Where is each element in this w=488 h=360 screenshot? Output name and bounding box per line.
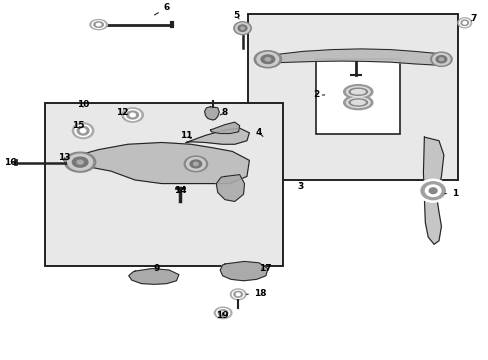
Ellipse shape xyxy=(462,22,466,24)
Ellipse shape xyxy=(235,23,249,33)
Ellipse shape xyxy=(67,154,92,170)
Ellipse shape xyxy=(343,85,372,99)
Ellipse shape xyxy=(77,126,89,135)
Ellipse shape xyxy=(122,108,143,122)
Ellipse shape xyxy=(72,123,94,139)
Ellipse shape xyxy=(96,23,101,26)
Ellipse shape xyxy=(240,27,244,30)
Text: 17: 17 xyxy=(258,264,271,273)
Text: 14: 14 xyxy=(174,185,186,194)
Ellipse shape xyxy=(233,291,242,297)
Polygon shape xyxy=(128,269,179,284)
Bar xyxy=(45,103,283,266)
Ellipse shape xyxy=(435,56,446,63)
Ellipse shape xyxy=(214,307,231,319)
Text: 13: 13 xyxy=(58,153,71,162)
Circle shape xyxy=(417,179,448,202)
Ellipse shape xyxy=(236,293,240,296)
Ellipse shape xyxy=(438,58,443,61)
Ellipse shape xyxy=(343,95,372,110)
Text: 18: 18 xyxy=(246,289,266,298)
Ellipse shape xyxy=(459,19,469,27)
Ellipse shape xyxy=(190,160,201,168)
Text: 9: 9 xyxy=(154,264,160,273)
Ellipse shape xyxy=(193,162,198,166)
Polygon shape xyxy=(186,128,249,144)
Text: 7: 7 xyxy=(470,14,476,23)
Ellipse shape xyxy=(221,311,225,314)
Ellipse shape xyxy=(232,290,244,298)
Polygon shape xyxy=(216,175,244,202)
Ellipse shape xyxy=(233,22,251,35)
Ellipse shape xyxy=(348,88,367,95)
Ellipse shape xyxy=(216,309,229,317)
Text: 8: 8 xyxy=(220,108,228,117)
Text: 5: 5 xyxy=(233,11,239,20)
Polygon shape xyxy=(220,261,267,281)
Text: 2: 2 xyxy=(313,90,324,99)
Ellipse shape xyxy=(432,54,449,65)
Ellipse shape xyxy=(351,100,365,105)
Ellipse shape xyxy=(460,20,468,26)
Ellipse shape xyxy=(64,152,96,172)
Ellipse shape xyxy=(351,90,365,94)
Ellipse shape xyxy=(346,98,369,108)
Circle shape xyxy=(420,182,445,200)
Polygon shape xyxy=(423,137,443,244)
Ellipse shape xyxy=(92,21,105,28)
Ellipse shape xyxy=(346,87,369,97)
Ellipse shape xyxy=(72,157,88,167)
Text: 15: 15 xyxy=(72,121,84,130)
Ellipse shape xyxy=(75,125,91,136)
Polygon shape xyxy=(266,49,443,65)
Text: 10: 10 xyxy=(77,100,89,109)
Ellipse shape xyxy=(77,160,83,164)
Ellipse shape xyxy=(230,289,245,300)
Ellipse shape xyxy=(124,110,141,120)
Polygon shape xyxy=(204,107,219,120)
Ellipse shape xyxy=(261,55,274,64)
Ellipse shape xyxy=(238,25,246,31)
Ellipse shape xyxy=(264,58,270,61)
Ellipse shape xyxy=(186,158,205,170)
Text: 3: 3 xyxy=(297,182,303,191)
Text: 1: 1 xyxy=(444,189,457,198)
Ellipse shape xyxy=(457,18,470,28)
Circle shape xyxy=(428,188,436,194)
Text: 12: 12 xyxy=(116,108,128,117)
Polygon shape xyxy=(73,143,249,184)
Ellipse shape xyxy=(254,51,281,68)
Ellipse shape xyxy=(256,53,278,66)
Ellipse shape xyxy=(430,52,451,66)
Circle shape xyxy=(425,185,440,197)
Ellipse shape xyxy=(218,310,227,316)
Ellipse shape xyxy=(94,22,103,27)
Text: 19: 19 xyxy=(216,311,228,320)
Text: 11: 11 xyxy=(180,131,192,140)
Text: 16: 16 xyxy=(4,158,17,167)
Bar xyxy=(316,59,399,134)
Bar xyxy=(248,14,458,180)
Text: 4: 4 xyxy=(255,129,263,138)
Ellipse shape xyxy=(130,113,135,117)
Polygon shape xyxy=(210,122,239,134)
Ellipse shape xyxy=(348,99,367,106)
Ellipse shape xyxy=(184,156,207,172)
Text: 6: 6 xyxy=(154,3,169,15)
Ellipse shape xyxy=(126,111,138,119)
Ellipse shape xyxy=(80,129,85,133)
Ellipse shape xyxy=(90,19,107,30)
